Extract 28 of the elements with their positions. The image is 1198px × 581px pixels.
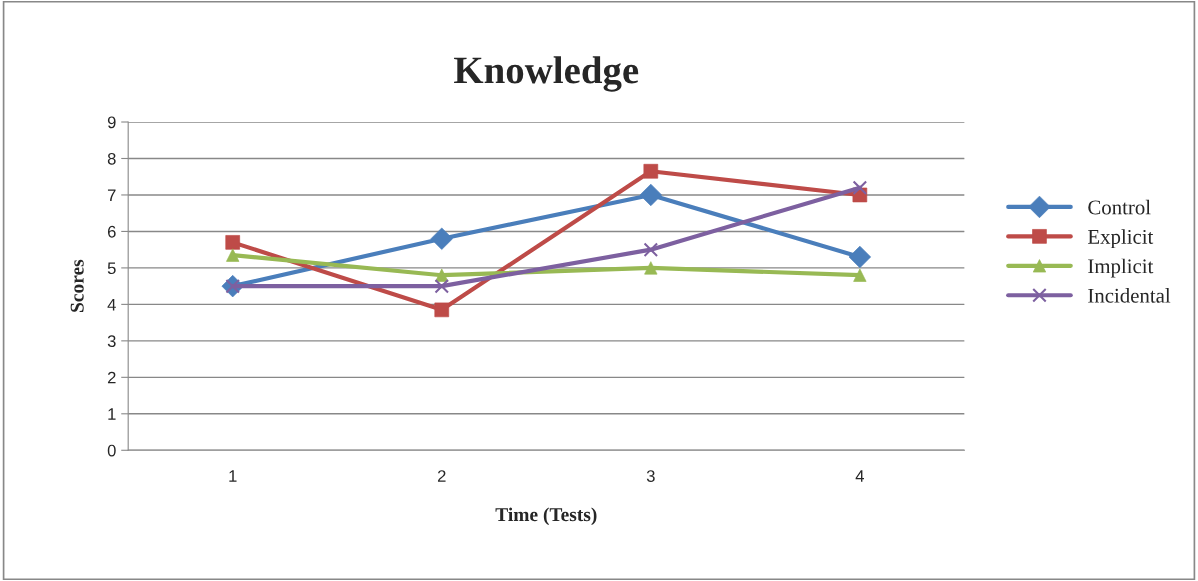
y-tick-label: 4 [107,298,116,311]
y-tick-label: 0 [107,444,116,457]
point [643,242,659,257]
y-tick-label: 7 [107,189,116,201]
x-tick-label: 3 [646,470,655,482]
y-tick-label: 9 [107,116,116,129]
point [852,180,868,195]
point [434,278,450,294]
point [434,302,450,318]
y-axis-title: Scores [70,259,84,312]
y-tick-label: 5 [107,262,116,275]
legend-label: Explicit [1087,229,1154,249]
x-axis-title: Time (Tests) [495,507,597,526]
y-tick-label: 2 [107,371,116,384]
legend-label: Implicit [1088,258,1154,278]
x-tick-label: 2 [437,470,446,482]
point [643,163,659,179]
y-tick-label: 3 [107,335,116,348]
y-tick-label: 1 [108,408,116,420]
point [430,227,453,250]
x-tick-label: 1 [229,470,237,482]
x-tick-label: 4 [855,470,865,482]
legend-label: Incidental [1088,288,1171,303]
y-tick-label: 6 [107,225,116,238]
chart-title: Knowledge [454,56,639,92]
legend-label: Control [1088,199,1151,215]
y-tick-label: 8 [107,152,116,165]
point [225,235,241,250]
